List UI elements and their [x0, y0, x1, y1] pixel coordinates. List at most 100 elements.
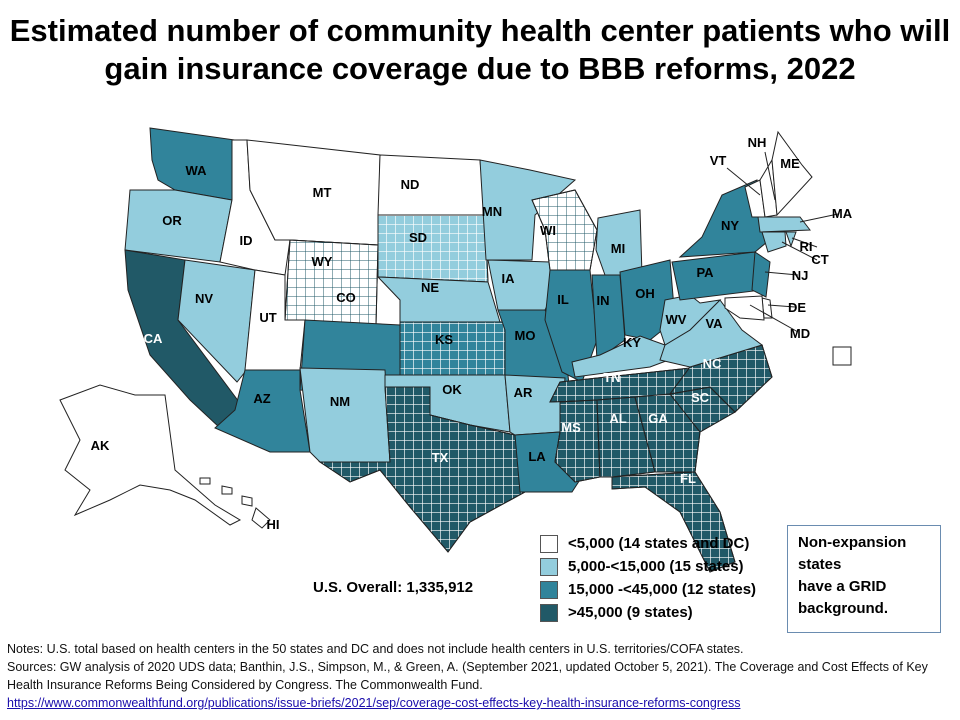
leader-line-NH — [764, 151, 776, 201]
state-label-WI: WI — [540, 223, 556, 238]
sources-text: Sources: GW analysis of 2020 UDS data; B… — [7, 660, 928, 692]
state-label-OH: OH — [635, 286, 655, 301]
state-label-MN: MN — [482, 204, 502, 219]
legend-item: 15,000 -<45,000 (12 states) — [540, 578, 756, 601]
state-label-NE: NE — [421, 280, 439, 295]
footnotes: Notes: U.S. total based on health center… — [7, 640, 957, 712]
leader-line-MA — [799, 213, 839, 223]
legend-label: <5,000 (14 states and DC) — [568, 535, 750, 552]
state-NV — [177, 259, 256, 383]
state-label-LA: LA — [528, 449, 546, 464]
chart-title: Estimated number of community health cen… — [9, 13, 951, 86]
legend-item: <5,000 (14 states and DC) — [540, 532, 756, 555]
state-MA — [757, 216, 811, 233]
leader-line-DE — [767, 304, 796, 308]
legend: <5,000 (14 states and DC) 5,000-<15,000 … — [540, 532, 756, 624]
state-label-MO: MO — [515, 328, 536, 343]
non-expansion-note: Non-expansion states have a GRID backgro… — [787, 525, 941, 633]
state-label-HI: HI — [267, 517, 280, 532]
state-label-IA: IA — [502, 271, 516, 286]
state-label-PA: PA — [696, 265, 714, 280]
leader-line-RI — [791, 237, 818, 248]
legend-item: 5,000-<15,000 (15 states) — [540, 555, 756, 578]
legend-label: 5,000-<15,000 (15 states) — [568, 558, 744, 575]
note-line: states — [798, 556, 842, 573]
state-label-WA: WA — [186, 163, 208, 178]
state-label-FL: FL — [680, 471, 696, 486]
legend-swatch — [540, 534, 558, 553]
note-line: background. — [798, 600, 889, 617]
state-label-ME: ME — [780, 156, 800, 171]
state-AZ — [214, 369, 311, 453]
state-label-KS: KS — [435, 332, 453, 347]
state-label-GA: GA — [648, 411, 668, 426]
state-label-MD: MD — [790, 326, 810, 341]
grid-overlay-FL — [611, 471, 736, 573]
state-label-ND: ND — [401, 177, 420, 192]
state-NM — [299, 367, 391, 463]
state-AR — [504, 374, 566, 436]
state-label-NM: NM — [330, 394, 350, 409]
state-label-CO: CO — [336, 290, 356, 305]
state-MD — [724, 295, 765, 321]
state-label-NY: NY — [721, 218, 739, 233]
state-label-VA: VA — [705, 316, 723, 331]
state-label-CT: CT — [811, 252, 828, 267]
grid-overlay-TX — [318, 386, 526, 553]
state-label-AZ: AZ — [253, 391, 270, 406]
state-AK — [59, 384, 242, 526]
dc-marker-box — [832, 346, 852, 366]
state-label-DE: DE — [788, 300, 806, 315]
grid-overlay-AL — [596, 396, 656, 478]
source-link[interactable]: https://www.commonwealthfund.org/publica… — [7, 696, 741, 710]
state-label-OR: OR — [162, 213, 182, 228]
state-label-NC: NC — [703, 356, 722, 371]
state-label-OK: OK — [442, 382, 462, 397]
state-label-SD: SD — [409, 230, 427, 245]
grid-overlay-WY — [284, 239, 379, 326]
leader-line-CT — [781, 241, 818, 261]
state-label-NV: NV — [195, 291, 213, 306]
grid-overlay-GA — [634, 393, 701, 473]
state-label-CA: CA — [144, 331, 163, 346]
state-label-VT: VT — [710, 153, 727, 168]
state-label-TX: TX — [432, 450, 449, 465]
state-HI — [241, 495, 253, 507]
state-label-MA: MA — [832, 206, 853, 221]
state-label-NH: NH — [748, 135, 767, 150]
leader-line-VT — [726, 167, 761, 196]
legend-item: >45,000 (9 states) — [540, 601, 756, 624]
legend-swatch — [540, 603, 558, 622]
state-label-UT: UT — [259, 310, 276, 325]
state-label-AR: AR — [514, 385, 533, 400]
state-HI — [221, 485, 233, 495]
state-CT — [761, 231, 787, 253]
state-label-MT: MT — [313, 185, 332, 200]
state-label-AK: AK — [91, 438, 110, 453]
note-line: Non-expansion — [798, 534, 907, 551]
legend-swatch — [540, 580, 558, 599]
state-label-MI: MI — [611, 241, 625, 256]
state-label-IN: IN — [597, 293, 610, 308]
state-MN — [479, 159, 577, 261]
state-label-IL: IL — [557, 292, 569, 307]
legend-swatch — [540, 557, 558, 576]
state-label-WV: WV — [666, 312, 687, 327]
state-label-MS: MS — [561, 420, 581, 435]
state-label-ID: ID — [240, 233, 253, 248]
state-label-SC: SC — [691, 390, 710, 405]
state-ME — [771, 130, 813, 217]
state-PA — [671, 251, 763, 301]
state-label-TN: TN — [603, 370, 620, 385]
state-HI — [199, 477, 211, 485]
legend-label: 15,000 -<45,000 (12 states) — [568, 581, 757, 598]
grid-overlay-KS — [399, 321, 506, 376]
state-label-AL: AL — [609, 411, 626, 426]
leader-line-MD — [749, 304, 799, 333]
notes-text: Notes: U.S. total based on health center… — [7, 642, 744, 656]
state-ND — [377, 154, 486, 216]
grid-overlay-SD — [377, 214, 489, 283]
state-NJ — [751, 251, 771, 298]
state-label-KY: KY — [623, 335, 641, 350]
